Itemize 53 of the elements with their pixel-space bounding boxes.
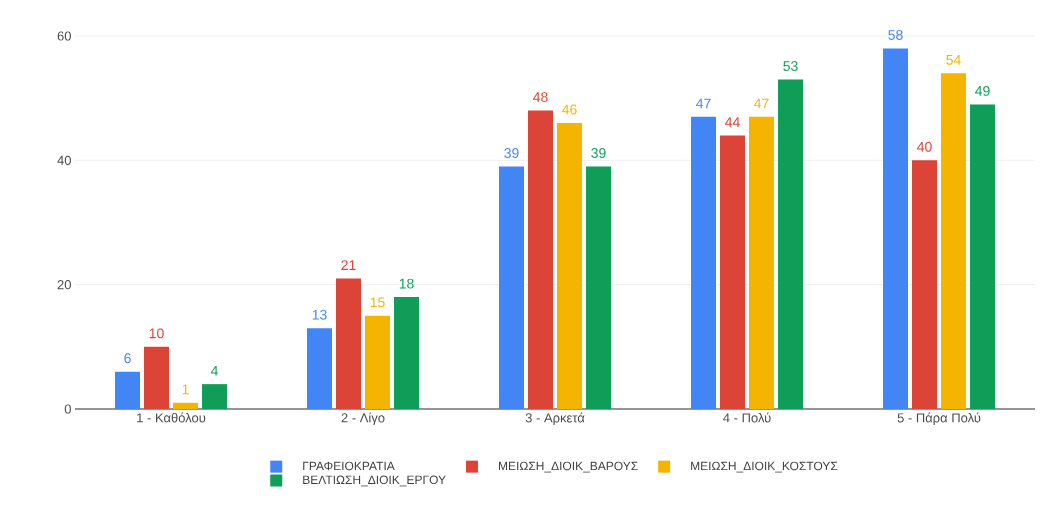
- data-label: 39: [591, 148, 606, 159]
- bar: [173, 402, 198, 409]
- data-label: 1: [182, 384, 189, 395]
- legend-label: ΓΡΑΦΕΙΟΚΡΑΤΙΑ: [303, 461, 395, 471]
- legend-label: ΒΕΛΤΙΩΣΗ_ΔΙΟΙΚ_ΕΡΓΟΥ: [303, 475, 446, 487]
- bar: [144, 346, 169, 409]
- data-label: 40: [917, 141, 932, 152]
- x-tick-label: 3 - Αρκετά: [525, 412, 585, 426]
- data-label: 39: [504, 148, 519, 159]
- legend-label: ΜΕΙΩΣΗ_ΔΙΟΙΚ_ΒΑΡΟΥΣ: [499, 461, 638, 473]
- y-tick-label: 60: [57, 31, 71, 41]
- bar: [912, 160, 938, 409]
- bar: [941, 73, 967, 409]
- bar: [394, 297, 419, 409]
- data-label: 58: [888, 29, 903, 40]
- data-label: 18: [399, 278, 414, 289]
- data-label: 54: [946, 55, 961, 65]
- bar: [586, 166, 612, 409]
- bar: [883, 48, 909, 409]
- bar: [557, 123, 583, 409]
- bar: [336, 278, 362, 409]
- x-tick-label: 4 - Πολύ: [723, 412, 771, 423]
- data-label: 49: [975, 85, 990, 96]
- data-label: 15: [370, 297, 385, 308]
- data-label: 6: [124, 353, 131, 364]
- data-label: 47: [696, 98, 711, 109]
- bar: [691, 116, 717, 409]
- data-label: 10: [149, 328, 164, 339]
- bar: [499, 166, 525, 409]
- x-tick-label: 1 - Καθόλου: [137, 412, 206, 423]
- bar: [528, 110, 554, 409]
- data-label: 4: [210, 365, 218, 376]
- bar: [115, 371, 140, 409]
- data-label: 21: [341, 260, 356, 270]
- bar: [365, 315, 391, 409]
- bar: [202, 384, 227, 409]
- bar: [778, 79, 804, 409]
- x-tick-label: 5 - Πάρα Πολύ: [897, 412, 981, 426]
- data-label: 46: [562, 104, 577, 115]
- data-label: 13: [312, 309, 327, 320]
- data-label: 53: [783, 61, 798, 71]
- bar: [970, 104, 996, 409]
- data-label: 48: [533, 92, 548, 103]
- data-label: 47: [754, 98, 769, 109]
- legend-label: ΜΕΙΩΣΗ_ΔΙΟΙΚ_ΚΟΣΤΟΥΣ: [691, 461, 838, 473]
- bar: [307, 328, 332, 409]
- bar: [720, 135, 746, 409]
- y-tick-label: 20: [57, 280, 71, 290]
- x-tick-label: 2 - Λίγο: [341, 412, 385, 426]
- bar: [749, 116, 775, 409]
- y-tick-label: 40: [57, 155, 71, 165]
- data-label: 44: [725, 117, 740, 127]
- y-tick-label: 0: [64, 404, 71, 414]
